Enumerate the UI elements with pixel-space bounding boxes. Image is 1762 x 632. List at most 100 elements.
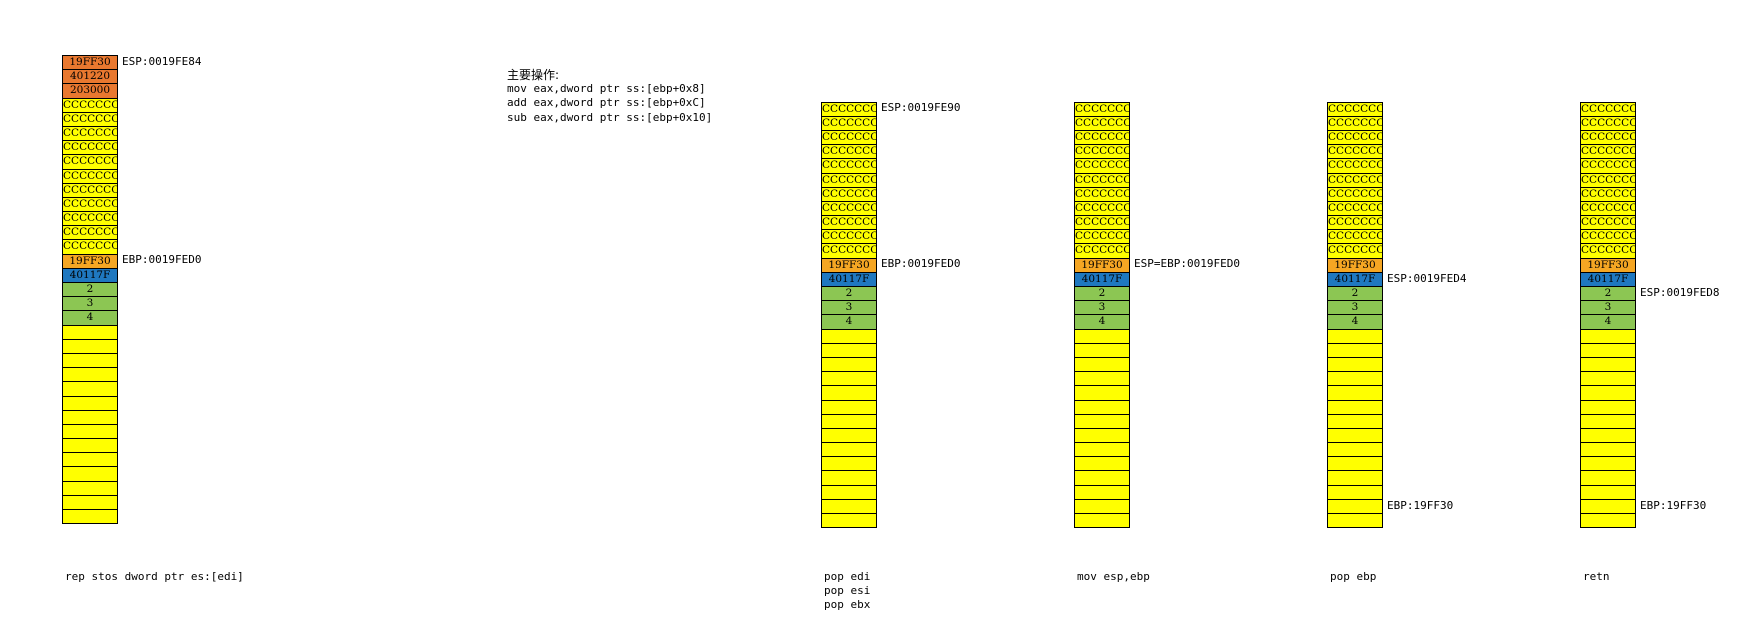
stack-cell: 19FF30: [1074, 258, 1130, 273]
stack-cell: [1580, 400, 1636, 415]
register-label: ESP:0019FED8: [1640, 285, 1720, 299]
stack-cell: [821, 414, 877, 429]
stack-cell: [1074, 357, 1130, 373]
stack-cell: [1327, 514, 1383, 529]
stack-cell: [1327, 485, 1383, 500]
register-label: ESP:0019FED4: [1387, 271, 1467, 285]
register-label: ESP:0019FE84: [122, 54, 202, 68]
stack-cell: [1580, 485, 1636, 500]
stack-cell: 2: [1327, 287, 1383, 302]
stack-cell: 4: [1074, 315, 1130, 330]
stack-cell: [1580, 499, 1636, 515]
stack-cell: [821, 343, 877, 358]
stack-cell: 2: [821, 287, 877, 302]
stack-cell: [62, 481, 118, 496]
stack-cell: 19FF30: [62, 56, 118, 71]
stack-cell: [1580, 414, 1636, 429]
register-label: ESP:0019FE90: [881, 101, 961, 115]
stack-cell: [1074, 499, 1130, 515]
stack-cell: [1580, 457, 1636, 472]
stack-cell: [821, 471, 877, 486]
stack-cell: 3: [1580, 301, 1636, 316]
stack-cell: 4: [821, 315, 877, 330]
main-operations-note: 主要操作: mov eax,dword ptr ss:[ebp+0x8] add…: [507, 68, 712, 125]
stack-cell: [821, 485, 877, 500]
main-operation-line: mov eax,dword ptr ss:[ebp+0x8]: [507, 82, 706, 96]
stack-cell: [62, 353, 118, 369]
instruction-caption: rep stos dword ptr es:[edi]: [65, 570, 244, 584]
stack-cell: [1074, 329, 1130, 344]
stack-cell: 4: [1327, 315, 1383, 330]
stack-cell: 40117F: [821, 272, 877, 288]
instruction-caption: pop edi pop esi pop ebx: [824, 570, 870, 613]
stack-cell: [1327, 457, 1383, 472]
stack-cell: [821, 400, 877, 415]
stack-cell: 3: [821, 301, 877, 316]
stack-cell: 4: [1580, 315, 1636, 330]
stack-cell: 19FF30: [1580, 258, 1636, 273]
instruction-line: retn: [1583, 570, 1610, 583]
stack-cell: [821, 443, 877, 458]
stack-cell: [1074, 372, 1130, 387]
stack-cell: [821, 372, 877, 387]
stack-cell: [821, 428, 877, 444]
stack-cell: 3: [62, 297, 118, 312]
stack-cell: [1074, 471, 1130, 486]
stack-cell: [62, 396, 118, 411]
stack-cell: 2: [62, 283, 118, 298]
stack-cell: 19FF30: [821, 258, 877, 273]
stack-cell: [1327, 400, 1383, 415]
stack-cell: [1327, 343, 1383, 358]
stack-cell: [62, 424, 118, 440]
stack-column: CCCCCC CCCCCC CCCCCC CCCCCC CCCCCC CCCCCC CCCC…: [821, 101, 877, 529]
stack-cell: [1580, 357, 1636, 373]
stack-cell: 19FF30: [62, 254, 118, 269]
stack-cell: 40117F: [1327, 272, 1383, 288]
stack-cell: 40117F: [1074, 272, 1130, 288]
stack-cell: [821, 457, 877, 472]
stack-cell: 3: [1074, 301, 1130, 316]
stack-cell: 40117F: [1580, 272, 1636, 288]
stack-cell: 3: [1327, 301, 1383, 316]
stack-cell: [821, 357, 877, 373]
stack-cell: [821, 514, 877, 529]
stack-cell: [821, 386, 877, 401]
stack-cell: [62, 495, 118, 510]
register-label: EBP:19FF30: [1387, 498, 1454, 512]
stack-cell: [1327, 329, 1383, 344]
stack-cell: [1074, 428, 1130, 444]
stack-cell: 40117F: [62, 268, 118, 283]
instruction-line: pop esi: [824, 584, 871, 598]
